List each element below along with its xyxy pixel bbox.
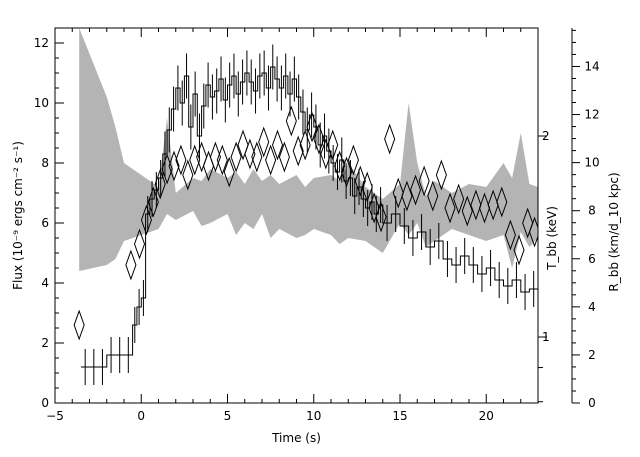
radius-point <box>258 126 270 158</box>
t-tick-label: 1 <box>542 330 550 344</box>
r-tick-label: 8 <box>588 204 596 218</box>
radius-point <box>418 165 430 197</box>
radius-diamonds-layer <box>73 105 538 341</box>
y-tick-label: 12 <box>34 36 49 50</box>
radius-point <box>384 123 396 155</box>
radius-point <box>522 207 534 239</box>
radius-point <box>513 234 525 266</box>
x-tick-label: 20 <box>479 409 494 423</box>
radius-point <box>496 186 508 218</box>
radius-point <box>265 144 277 176</box>
radius-point <box>161 153 173 185</box>
radius-point <box>154 168 166 200</box>
radius-point <box>237 129 249 161</box>
radius-point <box>409 174 422 206</box>
radius-point <box>278 141 290 173</box>
y-tick-label: 6 <box>41 216 49 230</box>
y-tick-label: 0 <box>41 396 49 410</box>
radius-point <box>73 309 85 341</box>
radius-point <box>313 123 325 155</box>
radius-point <box>306 111 318 143</box>
radius-point <box>251 141 263 173</box>
radius-point <box>340 156 353 188</box>
radius-point <box>125 249 137 281</box>
r-tick-label: 6 <box>588 252 596 266</box>
radius-point <box>292 135 304 167</box>
y-tick-label: 10 <box>34 96 49 110</box>
radius-point <box>175 144 187 176</box>
radius-point <box>401 180 413 212</box>
radius-point <box>453 183 465 215</box>
radius-point <box>392 177 404 209</box>
r-tick-label: 12 <box>584 108 599 122</box>
radius-point <box>375 201 387 233</box>
radius-point <box>189 144 201 176</box>
x-tick-label: 5 <box>224 409 232 423</box>
temperature-band-layer <box>79 28 538 271</box>
radius-point <box>444 192 456 224</box>
radius-point <box>368 192 380 224</box>
radius-point <box>168 150 180 182</box>
r-axis-title: R_bb (km/d_10 kpc) <box>607 172 621 291</box>
x-tick-label: 0 <box>137 409 145 423</box>
radius-point <box>487 189 499 221</box>
r-tick-label: 0 <box>588 396 596 410</box>
radius-point <box>478 192 491 224</box>
radius-point <box>285 105 297 137</box>
y-tick-label: 2 <box>41 336 49 350</box>
x-tick-label: −5 <box>46 409 64 423</box>
x-axis-title: Time (s) <box>271 431 321 445</box>
r-tick-label: 10 <box>584 156 599 170</box>
radius-point <box>435 159 447 191</box>
radius-point <box>133 228 146 260</box>
radius-point <box>244 138 256 170</box>
x-tick-label: 10 <box>306 409 321 423</box>
radius-point <box>271 129 284 161</box>
radius-point <box>334 150 346 182</box>
y-tick-label: 8 <box>41 156 49 170</box>
r-tick-label: 14 <box>584 59 599 73</box>
radius-point <box>361 171 373 203</box>
radius-point <box>299 129 311 161</box>
radius-point <box>196 141 208 173</box>
radius-point <box>230 141 242 173</box>
radius-point <box>504 219 516 251</box>
radius-point <box>461 195 473 227</box>
t-axis-title: T_bb (keV) <box>545 206 559 271</box>
radius-point <box>216 144 228 176</box>
radius-point <box>182 159 194 191</box>
radius-point <box>327 129 339 161</box>
radius-point <box>209 141 221 173</box>
radius-point <box>427 180 439 212</box>
radius-point <box>354 165 366 197</box>
t-tick-label: 2 <box>542 129 550 143</box>
x-tick-label: 15 <box>392 409 407 423</box>
y-tick-label: 4 <box>41 276 49 290</box>
radius-point <box>470 189 482 221</box>
temperature-band <box>79 28 538 271</box>
r-tick-label: 4 <box>588 300 596 314</box>
radius-point <box>140 204 152 236</box>
y-axis-title-left: Flux (10⁻⁹ ergs cm⁻² s⁻¹) <box>11 141 25 290</box>
r-tick-label: 2 <box>588 348 596 362</box>
radius-point <box>147 186 159 218</box>
radius-point <box>223 156 235 188</box>
radius-point <box>347 144 359 176</box>
